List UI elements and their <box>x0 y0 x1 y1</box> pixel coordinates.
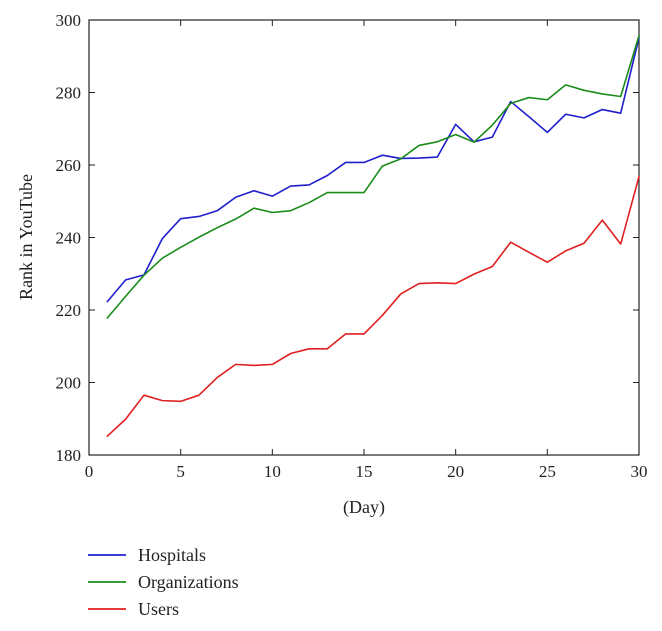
legend-label-hospitals: Hospitals <box>138 545 206 565</box>
axis-ticks: 0 5 10 15 20 25 30 180 200 220 240 260 280 300 <box>56 11 648 481</box>
x-axis-label: (Day) <box>343 497 385 518</box>
y-tick-label: 260 <box>56 156 82 175</box>
x-tick-label: 20 <box>447 462 464 481</box>
series-line-organizations <box>106 34 640 319</box>
y-axis-label: Rank in YouTube <box>16 174 36 300</box>
y-tick-label: 300 <box>56 11 82 30</box>
x-tick-label: 5 <box>176 462 185 481</box>
x-tick-label: 10 <box>264 462 281 481</box>
series-line-hospitals <box>106 36 640 303</box>
series-line-users <box>106 175 640 437</box>
plot-axes <box>88 19 640 456</box>
x-tick-label: 0 <box>85 462 94 481</box>
x-tick-label: 15 <box>356 462 373 481</box>
y-tick-label: 200 <box>56 374 82 393</box>
x-tick-label: 25 <box>539 462 556 481</box>
legend-label-users: Users <box>138 599 179 619</box>
x-tick-label: 30 <box>631 462 648 481</box>
y-tick-label: 180 <box>56 446 82 465</box>
y-tick-label: 220 <box>56 301 82 320</box>
plot-frame <box>88 19 640 456</box>
y-tick-label: 240 <box>56 229 82 248</box>
y-tick-label: 280 <box>56 84 82 103</box>
legend-label-organizations: Organizations <box>138 572 239 592</box>
legend: Hospitals Organizations Users <box>88 545 239 619</box>
series-lines <box>106 34 640 437</box>
